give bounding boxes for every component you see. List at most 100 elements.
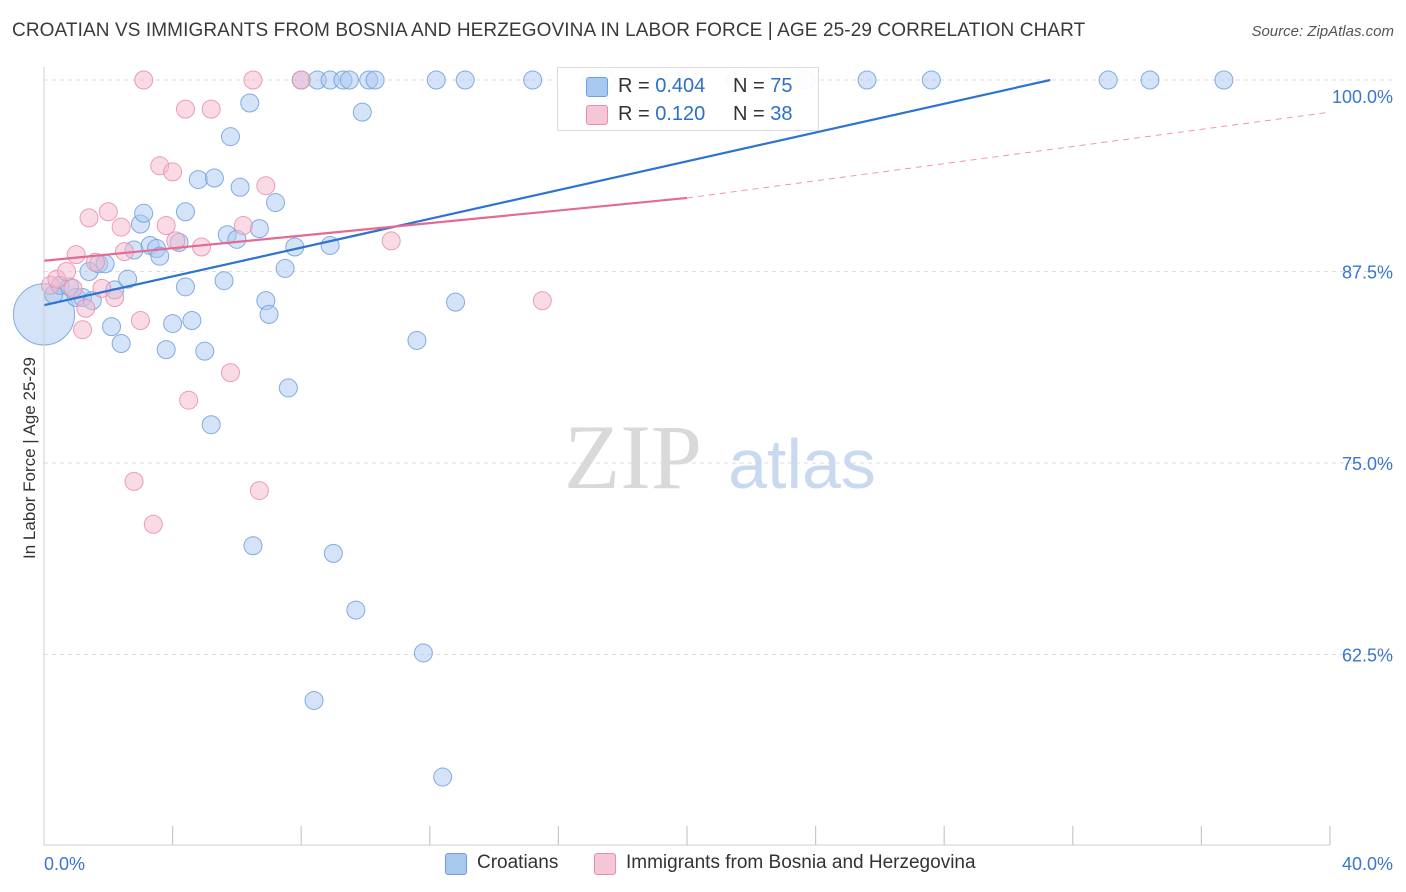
watermark-atlas: atlas [728,425,876,503]
croatian-point [182,311,202,331]
legend-n-value: 38 [770,103,793,125]
chart-title: CROATIAN VS IMMIGRANTS FROM BOSNIA AND H… [12,20,1086,41]
croatian-point [134,203,154,223]
bosnia-point [124,471,144,491]
bosnia-point [111,217,131,237]
bosnia-point [63,278,83,298]
croatian-point [249,219,269,239]
legend-n-bosnia: N = 38 [733,103,793,126]
legend-row-croatians: R = 0.404 N = 75 [558,72,818,102]
croatian-point [118,269,138,289]
legend-swatch-croatians [586,77,608,97]
series-label-bosnia: Immigrants from Bosnia and Herzegovina [626,852,976,873]
legend-r-bosnia: R = 0.120 [618,103,705,126]
bosnia-point [243,70,263,90]
croatian-point [921,70,941,90]
bosnia-point [381,231,401,251]
bosnia-point [291,70,311,90]
legend-r-label: R = [618,103,650,125]
croatian-point [1140,70,1160,90]
croatian-point [220,127,240,147]
legend-row-bosnia: R = 0.120 N = 38 [558,100,818,130]
bosnia-point [66,245,86,265]
bosnia-point [85,252,105,272]
bosnia-point [76,298,96,318]
bosnia-point [249,481,269,501]
croatian-point [352,102,372,122]
croatian-point [175,277,195,297]
croatian-point [111,334,131,354]
croatian-point [195,341,215,361]
y-tick-label: 75.0% [1342,454,1393,474]
series-legend: Croatians Immigrants from Bosnia and Her… [0,852,1406,878]
croatian-point [433,767,453,787]
bosnia-point [143,514,163,534]
bosnia-point [79,208,99,228]
bosnia-point [532,291,552,311]
croatian-point [857,70,877,90]
croatian-point [304,690,324,710]
legend-n-label: N = [733,75,765,97]
croatian-point [278,378,298,398]
croatian-point [323,543,343,563]
series-label-croatians: Croatians [477,852,559,873]
croatian-trendline [43,78,1051,307]
croatian-point [243,536,263,556]
bosnia-point [256,176,276,196]
croatian-point [163,314,183,334]
x-tick-label: 0.0% [44,854,85,874]
croatian-point [523,70,543,90]
watermark-zip: ZIP [564,406,702,508]
axis-layer: 100.0% 87.5% 75.0% 62.5% 0.0% 40.0% In Labor F… [20,67,1393,874]
croatian-point [201,415,221,435]
x-tick-label: 40.0% [1342,854,1393,874]
legend-r-label: R = [618,75,650,97]
legend-n-label: N = [733,103,765,125]
croatian-point [1214,70,1234,90]
bosnia-point [130,311,150,331]
bosnia-point [98,202,118,222]
croatian-point [240,93,260,113]
croatian-point [230,177,250,197]
correlation-legend: R = 0.404 N = 75 R = 0.120 N = 38 [557,67,819,131]
croatian-point [150,246,170,266]
legend-n-croatians: N = 75 [733,75,793,98]
y-tick-label: 87.5% [1342,263,1393,283]
croatian-point [413,643,433,663]
bosnia-point [134,70,154,90]
bosnia-point [201,99,221,119]
source-label: Source: ZipAtlas.com [1251,23,1394,40]
croatian-point [407,330,427,350]
series-swatch-croatians [445,853,467,875]
series-swatch-bosnia [594,853,616,875]
croatian-point [265,193,285,213]
legend-r-value: 0.120 [655,103,706,125]
bosnia-point [220,363,240,383]
croatian-point [1098,70,1118,90]
croatian-point [346,600,366,620]
bosnia-point [73,320,93,340]
croatian-point [204,168,224,188]
legend-n-value: 75 [770,75,793,97]
bosnia-trendline-extension [686,111,1331,199]
bosnia-point [57,262,77,281]
croatian-point [188,170,208,190]
legend-swatch-bosnia [586,105,608,125]
bosnia-point [179,390,199,410]
bosnia-point [175,99,195,119]
bosnia-point [166,231,186,251]
bosnia-point [163,162,183,182]
croatian-point [455,70,475,90]
y-tick-label: 100.0% [1332,87,1393,107]
croatian-point [175,202,195,222]
croatian-point [259,304,279,324]
watermark: ZIP atlas [564,406,876,508]
legend-r-croatians: R = 0.404 [618,75,705,98]
bosnia-trendline [43,196,688,262]
croatian-point [365,70,385,90]
croatian-point [102,317,122,337]
y-tick-label: 62.5% [1342,646,1393,666]
grid-layer [44,79,1392,655]
croatian-point [446,292,466,312]
